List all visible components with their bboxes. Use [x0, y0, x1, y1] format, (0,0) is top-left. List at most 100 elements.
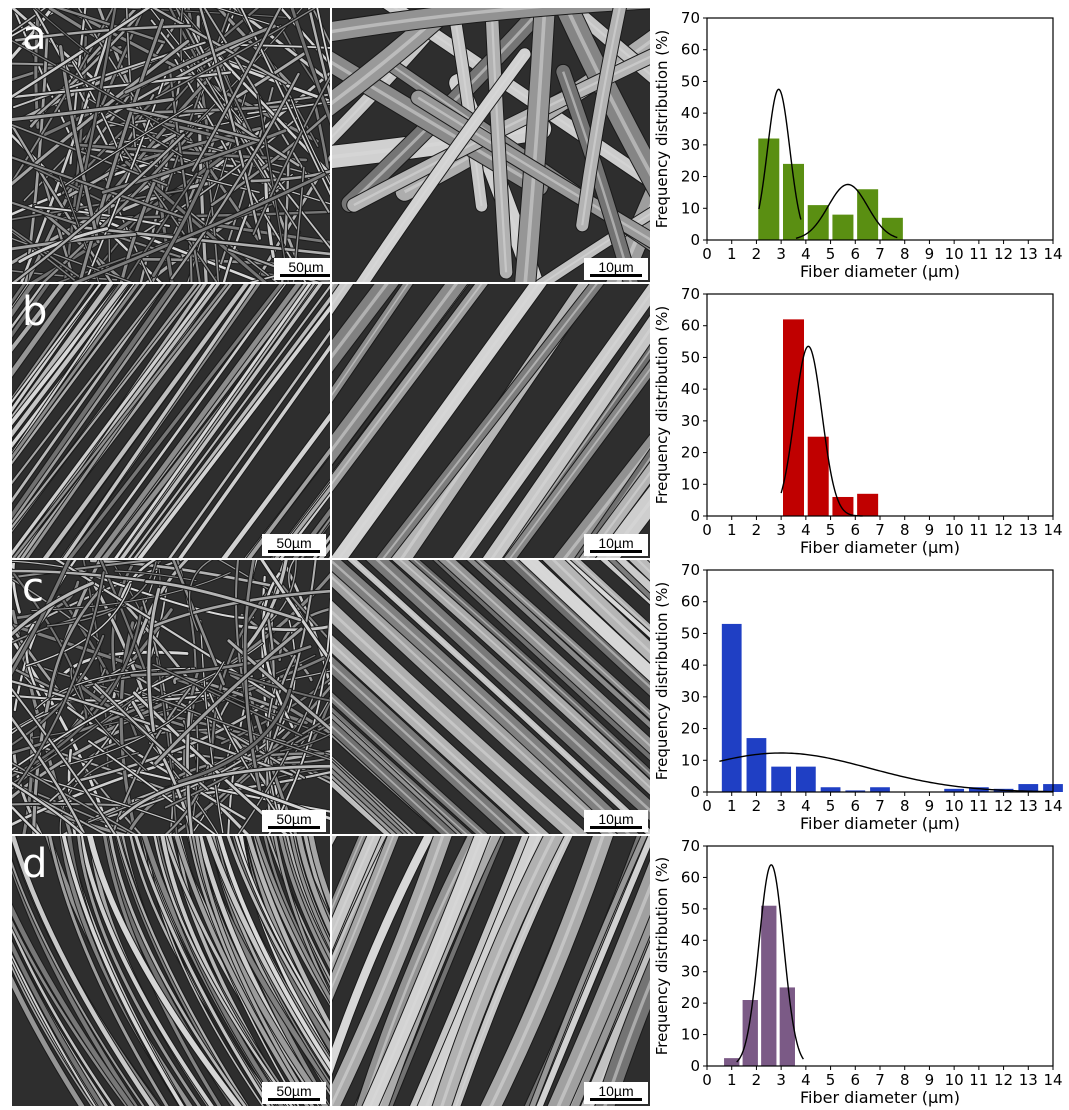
x-tick-label: 0 [702, 245, 712, 263]
y-tick-label: 40 [681, 380, 700, 398]
x-tick-label: 9 [925, 521, 935, 539]
y-tick-label: 50 [681, 624, 700, 642]
y-axis-label: Frequency distribution (%) [653, 306, 671, 504]
histogram-bar [742, 1000, 758, 1066]
histogram-chart-a: 0 1 2 3 4 5 6 7 8 9 10 11 12 13 14010203040506070Fiber… [653, 9, 1063, 281]
x-tick-label: 14 [1043, 521, 1062, 539]
y-tick-label: 0 [690, 1057, 700, 1075]
scale-bar-10um: 10µm [584, 258, 648, 280]
y-tick-label: 50 [681, 348, 700, 366]
x-tick-label: 7 [875, 245, 885, 263]
x-tick-label: 11 [969, 1071, 988, 1089]
y-tick-label: 70 [681, 285, 700, 303]
x-tick-label: 2 [752, 245, 762, 263]
y-tick-label: 30 [681, 412, 700, 430]
sem-image-low-mag-a: a 50µm [12, 8, 330, 282]
x-tick-label: 5 [826, 797, 836, 815]
x-tick-label: 12 [994, 797, 1013, 815]
histogram-bar [779, 987, 795, 1066]
x-tick-label: 12 [994, 245, 1013, 263]
x-tick-label: 13 [1019, 797, 1038, 815]
x-axis-label: Fiber diameter (µm) [800, 262, 960, 281]
sem-image-high-mag-d: 10µm [332, 836, 650, 1106]
y-tick-label: 40 [681, 104, 700, 122]
sem-texture [332, 836, 650, 1106]
histogram-bar [881, 217, 903, 240]
y-tick-label: 40 [681, 931, 700, 949]
histogram-bar [721, 623, 742, 792]
y-tick-label: 30 [681, 688, 700, 706]
panel-label-a: a [22, 13, 47, 59]
scale-bar-10um: 10µm [584, 810, 648, 832]
histogram-bar [1018, 784, 1039, 792]
histogram-bar [845, 790, 866, 792]
x-tick-label: 5 [826, 521, 836, 539]
y-tick-label: 60 [681, 868, 700, 886]
figure-row-c: c 50µm 10µm 0 1 2 3 4 5 6 7 8 9 10 11 12 13 14 0 10 20 30 4… [0, 560, 1069, 834]
sem-texture [332, 284, 650, 558]
gaussian-fit-curve [719, 752, 1054, 793]
x-tick-label: 7 [875, 1071, 885, 1089]
x-tick-label: 9 [925, 245, 935, 263]
figure-row-b: b 50µm 10µm 0 1 2 3 4 5 6 7 8 9 10 11 12 13 14 0 10 20 30 4… [0, 284, 1069, 558]
y-tick-label: 10 [681, 475, 700, 493]
gaussian-fit-curve [780, 345, 863, 517]
x-tick-label: 0 [702, 521, 712, 539]
x-tick-label: 0 [702, 797, 712, 815]
x-tick-label: 1 [727, 1071, 737, 1089]
x-tick-label: 2 [752, 797, 762, 815]
x-tick-label: 13 [1019, 1071, 1038, 1089]
plot-frame [706, 845, 1054, 1067]
y-tick-label: 60 [681, 593, 700, 611]
y-tick-label: 50 [681, 900, 700, 918]
sem-image-high-mag-c: 10µm [332, 560, 650, 834]
x-tick-label: 4 [801, 245, 811, 263]
x-tick-label: 0 [702, 1071, 712, 1089]
histogram-bar [820, 787, 841, 792]
x-tick-label: 1 [727, 797, 737, 815]
y-tick-label: 30 [681, 136, 700, 154]
histogram-bar [746, 738, 767, 792]
x-tick-label: 10 [945, 797, 964, 815]
y-tick-label: 10 [681, 751, 700, 769]
scale-bar-50um: 50µm [262, 534, 326, 556]
x-tick-label: 4 [801, 797, 811, 815]
x-tick-label: 13 [1019, 245, 1038, 263]
scale-bar-10um: 10µm [584, 534, 648, 556]
x-tick-label: 2 [752, 521, 762, 539]
panel-label-c: c [22, 565, 44, 611]
y-tick-label: 0 [690, 231, 700, 249]
histogram-bar [758, 138, 780, 240]
y-tick-label: 70 [681, 561, 700, 579]
x-tick-label: 11 [969, 797, 988, 815]
sem-image-high-mag-b: 10µm [332, 284, 650, 558]
x-tick-label: 10 [945, 1071, 964, 1089]
x-tick-label: 8 [900, 521, 910, 539]
y-axis-label: Frequency distribution (%) [653, 857, 671, 1055]
x-tick-label: 7 [875, 521, 885, 539]
y-tick-label: 30 [681, 963, 700, 981]
x-tick-label: 5 [826, 1071, 836, 1089]
panel-label-b: b [22, 289, 48, 335]
y-tick-label: 20 [681, 168, 700, 186]
x-tick-label: 10 [945, 245, 964, 263]
x-tick-label: 10 [945, 521, 964, 539]
histogram-bar [968, 787, 989, 792]
x-tick-label: 4 [801, 521, 811, 539]
histogram-bar [944, 788, 965, 792]
y-tick-label: 70 [681, 837, 700, 855]
x-axis-label: Fiber diameter (µm) [800, 538, 960, 557]
scale-bar-50um: 50µm [262, 1082, 326, 1104]
sem-texture [12, 284, 330, 558]
x-tick-label: 12 [994, 1071, 1013, 1089]
histogram-bar [832, 214, 854, 240]
scale-bar-10um: 10µm [584, 1082, 648, 1104]
histogram-bar [857, 189, 879, 240]
x-tick-label: 6 [851, 1071, 861, 1089]
y-tick-label: 50 [681, 72, 700, 90]
x-axis-label: Fiber diameter (µm) [800, 814, 960, 833]
x-tick-label: 5 [826, 245, 836, 263]
histogram-bar [782, 163, 805, 240]
sem-image-low-mag-d: d 50µm [12, 836, 330, 1106]
x-tick-label: 8 [900, 797, 910, 815]
